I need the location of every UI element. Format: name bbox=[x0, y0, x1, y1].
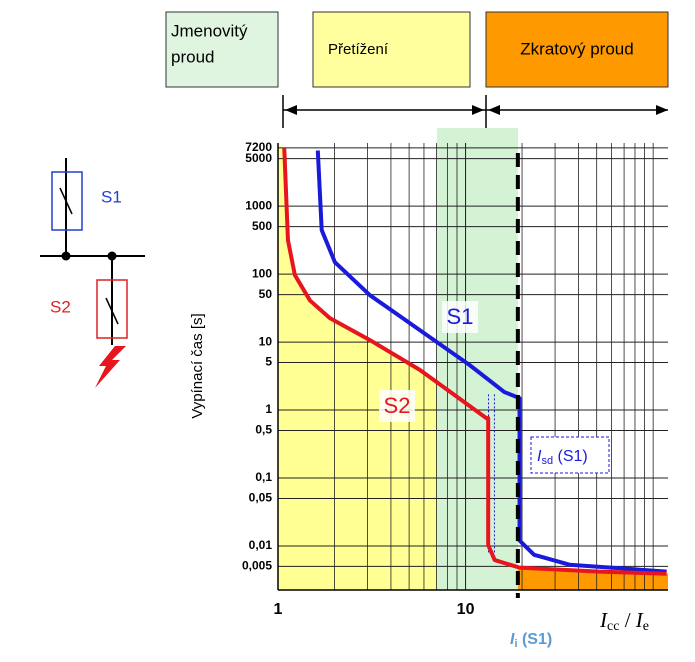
ii-label-part: (S1) bbox=[518, 631, 553, 648]
isd-label: Isd (S1) bbox=[537, 448, 588, 467]
y-tick-label: 1000 bbox=[245, 198, 272, 212]
series-label-bg bbox=[379, 390, 415, 422]
y-tick-label: 0,05 bbox=[249, 491, 273, 505]
ii-label-part: I bbox=[510, 631, 515, 648]
x-tick-label: 10 bbox=[457, 601, 475, 618]
y-tick-label: 100 bbox=[252, 266, 272, 280]
series-label: S2 bbox=[384, 393, 411, 418]
isd-label-part: I bbox=[537, 448, 542, 465]
series-line bbox=[315, 150, 667, 574]
zone-label: Přetížení bbox=[328, 41, 389, 58]
series-label-bg bbox=[442, 301, 478, 333]
range-arrows bbox=[282, 95, 668, 128]
x-tick-label: 1 bbox=[274, 601, 283, 618]
isd-box bbox=[530, 436, 610, 474]
x-axis-label-part: I bbox=[635, 608, 644, 632]
isd-label-part: sd bbox=[541, 455, 553, 467]
isd-label-part: (S1) bbox=[553, 448, 588, 465]
zone-label: Jmenovitý bbox=[171, 21, 248, 40]
y-axis-label: Vypínací čas [s] bbox=[189, 313, 206, 418]
y-tick-label: 50 bbox=[259, 287, 273, 301]
x-axis-label-part: I bbox=[599, 608, 608, 632]
switch-label: S1 bbox=[101, 187, 122, 206]
x-axis-label: Icc / Ie bbox=[599, 608, 649, 634]
y-tick-label: 500 bbox=[252, 219, 272, 233]
zone-box bbox=[485, 11, 669, 88]
y-tick-label: 1 bbox=[265, 402, 272, 416]
lightning bbox=[95, 346, 126, 388]
series-label: S1 bbox=[447, 304, 474, 329]
junction bbox=[107, 251, 117, 261]
ii-label-part: i bbox=[514, 638, 517, 650]
y-tick-label: 0,5 bbox=[255, 423, 272, 437]
junction bbox=[61, 251, 71, 261]
y-tick-label: 10 bbox=[259, 334, 273, 348]
x-axis-label-part: / bbox=[619, 608, 635, 632]
zone-box bbox=[165, 11, 279, 88]
y-tick-label: 5000 bbox=[245, 151, 272, 165]
schematic bbox=[40, 158, 145, 345]
y-tick-label: 5 bbox=[265, 355, 272, 369]
x-axis-label-part: e bbox=[643, 619, 649, 634]
y-tick-label: 0,01 bbox=[249, 538, 273, 552]
y-tick-label: 7200 bbox=[245, 140, 272, 154]
series-line bbox=[282, 148, 667, 576]
zone-label: Zkratový proud bbox=[520, 39, 633, 58]
ii-label: Ii (S1) bbox=[510, 631, 552, 650]
y-tick-label: 0,1 bbox=[255, 470, 272, 484]
y-tick-label: 0,005 bbox=[242, 559, 272, 573]
overload-band bbox=[437, 128, 518, 590]
x-axis-label-part: cc bbox=[607, 619, 619, 634]
zone-box bbox=[312, 11, 471, 88]
switch-label: S2 bbox=[50, 297, 71, 316]
zone-label: proud bbox=[171, 47, 214, 66]
